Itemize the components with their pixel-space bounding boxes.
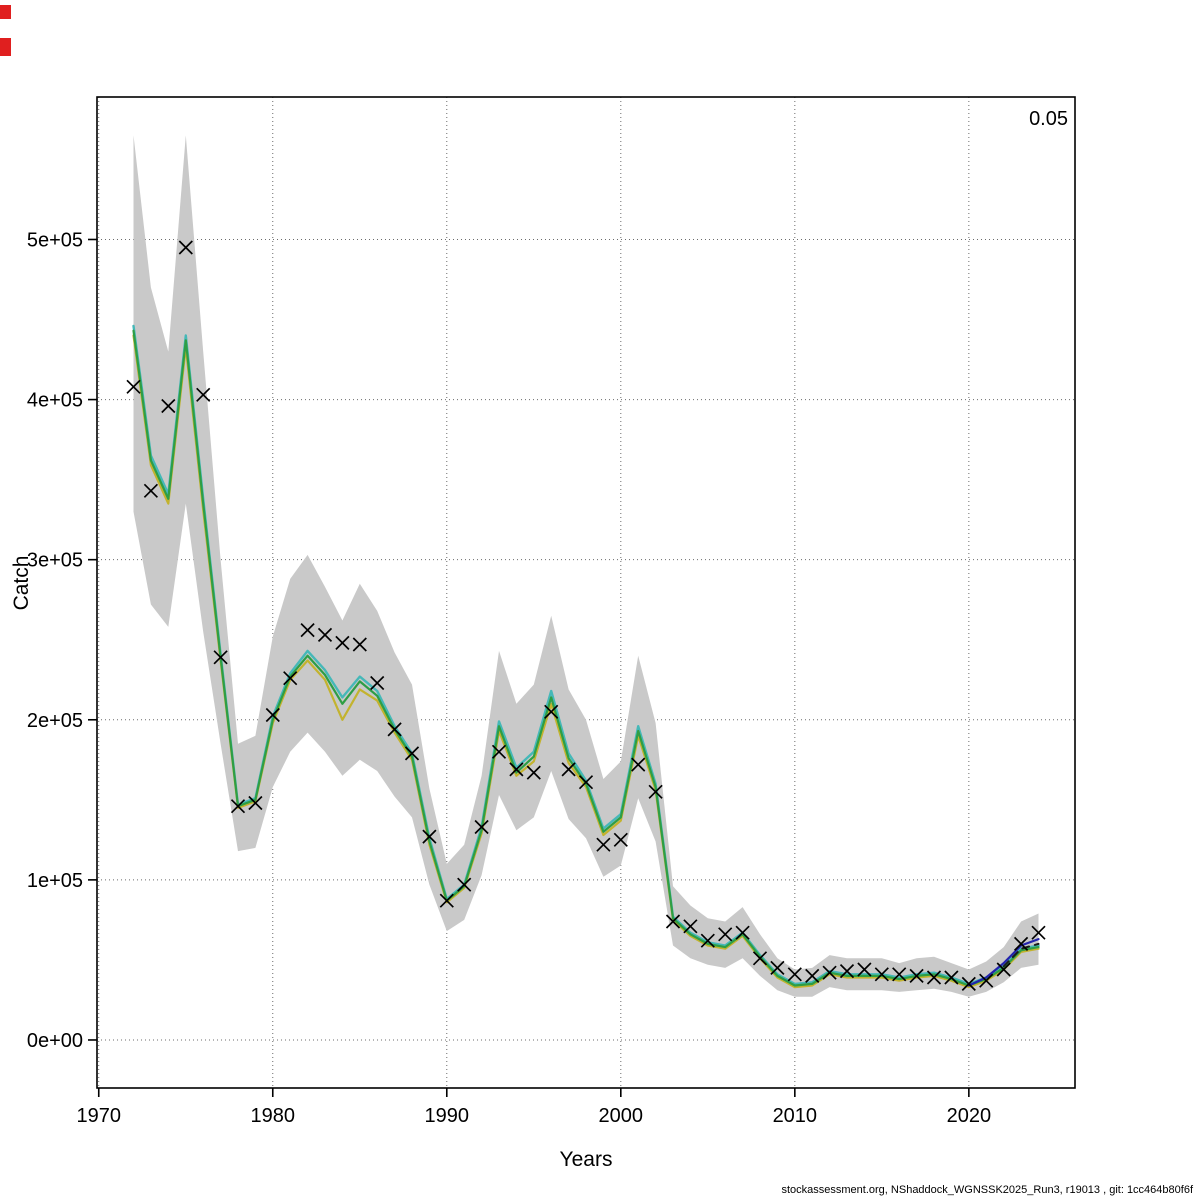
series-line-fit-blue bbox=[967, 938, 1040, 987]
y-axis-title: Catch bbox=[10, 555, 33, 611]
y-tick-label: 3e+05 bbox=[27, 550, 83, 572]
observed-x-marker bbox=[1031, 925, 1046, 940]
x-tick-label: 2020 bbox=[947, 1105, 992, 1127]
series-line-fit-green bbox=[132, 329, 1040, 987]
observed-x-marker bbox=[735, 925, 750, 940]
corner-annotation: 0.05 bbox=[1029, 108, 1068, 130]
y-tick-label: 1e+05 bbox=[27, 870, 83, 892]
observed-x-marker bbox=[822, 965, 837, 980]
confidence-band bbox=[133, 135, 1039, 997]
x-tick-label: 2010 bbox=[773, 1105, 818, 1127]
red-edge-artifact-2 bbox=[0, 38, 11, 56]
observed-x-marker bbox=[770, 960, 785, 976]
observed-x-marker bbox=[613, 832, 628, 847]
observed-x-marker bbox=[526, 765, 541, 780]
observed-x-marker bbox=[422, 829, 437, 844]
observed-x-marker bbox=[178, 240, 193, 255]
observed-x-marker bbox=[874, 967, 889, 982]
observed-x-marker bbox=[996, 962, 1011, 977]
plot-border bbox=[96, 96, 1076, 1089]
observed-x-marker bbox=[491, 744, 507, 759]
observed-x-marker bbox=[404, 746, 420, 761]
y-tick-label: 0e+00 bbox=[27, 1030, 83, 1052]
observed-x-marker bbox=[961, 976, 976, 992]
observed-x-marker bbox=[509, 762, 524, 777]
observed-x-marker bbox=[317, 627, 333, 643]
observed-x-marker bbox=[596, 837, 611, 852]
observed-x-marker bbox=[161, 398, 176, 414]
series-line-fit-cyan bbox=[132, 324, 1040, 986]
x-tick-label: 1990 bbox=[425, 1105, 470, 1127]
observed-x-marker bbox=[805, 968, 820, 984]
observed-x-marker bbox=[787, 967, 802, 982]
y-tick-label: 5e+05 bbox=[27, 229, 83, 251]
observed-x-marker bbox=[857, 962, 872, 977]
observed-x-marker bbox=[248, 795, 263, 811]
observed-x-marker bbox=[683, 919, 698, 934]
observed-x-marker bbox=[335, 635, 350, 651]
observed-x-marker bbox=[283, 671, 298, 686]
observed-x-marker bbox=[143, 483, 159, 498]
observed-x-marker bbox=[665, 914, 681, 929]
observed-x-marker bbox=[578, 775, 594, 790]
observed-x-marker bbox=[718, 927, 733, 942]
observed-x-marker bbox=[909, 968, 924, 984]
x-tick-label: 1980 bbox=[251, 1105, 296, 1127]
observed-x-marker bbox=[213, 650, 228, 665]
observed-x-marker bbox=[1013, 936, 1029, 952]
observed-x-marker bbox=[457, 877, 472, 892]
observed-x-marker bbox=[926, 970, 942, 985]
x-tick-label: 2000 bbox=[599, 1105, 644, 1127]
observed-x-marker bbox=[387, 722, 402, 737]
observed-x-marker bbox=[648, 784, 663, 799]
observed-x-marker bbox=[839, 963, 855, 979]
observed-x-marker bbox=[439, 893, 454, 908]
observed-x-marker bbox=[544, 704, 559, 719]
observed-x-marker bbox=[631, 757, 646, 772]
observed-x-marker bbox=[230, 799, 246, 814]
observed-x-marker bbox=[370, 675, 385, 691]
observed-x-marker bbox=[300, 622, 315, 638]
observed-x-marker bbox=[265, 707, 280, 723]
observed-x-marker bbox=[752, 951, 768, 966]
footer-credit: stockassessment.org, NShaddock_WGNSSK202… bbox=[781, 1184, 1193, 1196]
y-tick-label: 4e+05 bbox=[27, 390, 83, 412]
y-tick-label: 2e+05 bbox=[27, 710, 83, 732]
observed-x-marker bbox=[352, 637, 367, 652]
observed-x-marker bbox=[892, 967, 907, 982]
observed-x-marker bbox=[196, 387, 211, 402]
x-tick-label: 1970 bbox=[76, 1105, 121, 1127]
observed-x-marker bbox=[700, 933, 715, 948]
red-edge-artifact-1 bbox=[0, 5, 11, 19]
observed-x-marker bbox=[944, 970, 959, 985]
observed-x-marker bbox=[561, 762, 576, 777]
observed-x-marker bbox=[126, 379, 141, 394]
observed-x-marker bbox=[979, 973, 994, 988]
observed-x-marker bbox=[474, 819, 489, 835]
x-axis-title: Years bbox=[559, 1148, 613, 1171]
